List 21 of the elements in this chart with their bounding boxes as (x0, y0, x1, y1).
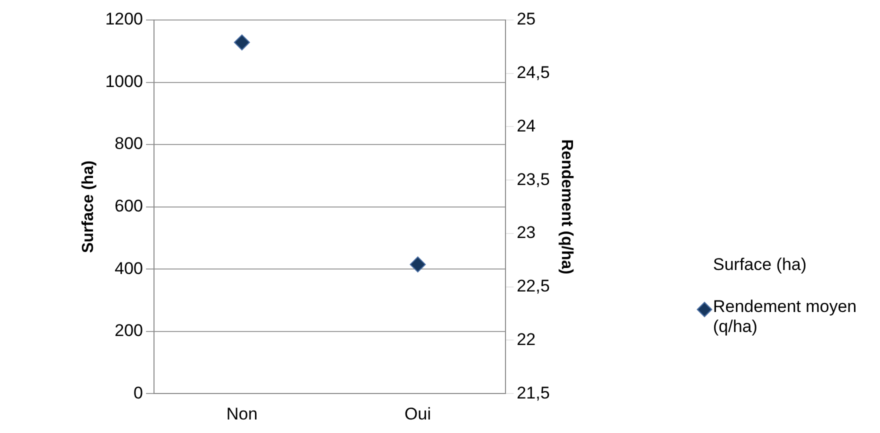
y2-tick-label: 23 (516, 223, 536, 242)
y-axis-title: Surface (ha) (80, 160, 98, 254)
y2-tick-label: 24 (516, 116, 536, 136)
legend-label: Rendement moyen (q/ha) (713, 297, 858, 337)
x-tick-label: Oui (404, 404, 432, 424)
y-tick-label: 1000 (105, 72, 144, 91)
y-tick-label: 800 (114, 134, 144, 154)
y2-tick-label: 22 (516, 330, 536, 349)
y-tick-label: 400 (114, 258, 144, 278)
y2-axis-title: Rendement (q/ha) (558, 139, 575, 274)
y2-tick-label: 23,5 (516, 170, 550, 189)
x-tick-label: Non (226, 404, 258, 424)
y-tick-label: 0 (134, 383, 144, 402)
y-tick-label: 600 (114, 196, 144, 216)
y-tick-label: 1200 (105, 10, 144, 29)
y-tick-label: 200 (114, 321, 144, 340)
y2-tick-label: 24,5 (516, 63, 550, 82)
y2-tick-label: 22,5 (516, 276, 550, 296)
y2-tick-label: 25 (516, 10, 536, 29)
text: Surface (ha) (713, 255, 807, 275)
y2-tick-label: 21,5 (516, 383, 550, 402)
